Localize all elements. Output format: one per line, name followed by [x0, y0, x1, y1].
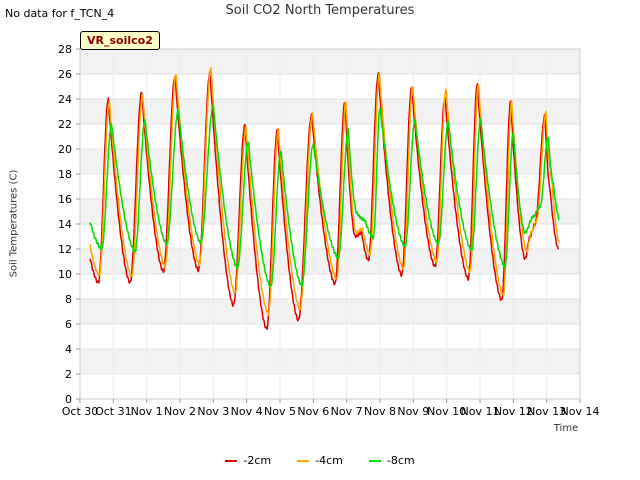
- x-tick-label: Nov 2: [164, 405, 196, 418]
- y-tick-label: 0: [65, 393, 72, 406]
- no-data-note: No data for f_TCN_4: [5, 7, 115, 20]
- legend-swatch-2cm: [225, 459, 238, 462]
- x-tick-label: Nov 13: [527, 405, 566, 418]
- plot-band: [80, 199, 580, 224]
- x-tick-label: Nov 5: [264, 405, 296, 418]
- plot-band: [80, 349, 580, 374]
- x-tick-label: Oct 30: [62, 405, 99, 418]
- plot-bands: [80, 49, 580, 374]
- x-tick-label: Nov 14: [561, 405, 600, 418]
- y-tick-label: 12: [58, 243, 72, 256]
- y-tick-label: 18: [58, 168, 72, 181]
- plot-band: [80, 299, 580, 324]
- x-tick-label: Nov 8: [364, 405, 396, 418]
- x-tick-label: Nov 4: [231, 405, 263, 418]
- y-tick-label: 2: [65, 368, 72, 381]
- x-tick-label: Nov 3: [197, 405, 229, 418]
- grid-lines: [79, 48, 581, 400]
- x-tick-label: Nov 12: [494, 405, 533, 418]
- plot-band: [80, 99, 580, 124]
- y-tick-label: 8: [65, 293, 72, 306]
- legend-label-8cm: -8cm: [386, 454, 415, 467]
- series-line-minus2cm: [89, 70, 560, 330]
- plot-band: [80, 149, 580, 174]
- x-axis-label: Time: [553, 423, 579, 434]
- legend-item-8cm: -8cm: [368, 454, 415, 467]
- y-tick-label: 20: [58, 143, 72, 156]
- y-tick-label: 26: [58, 68, 72, 81]
- legend-swatch-4cm: [297, 459, 310, 462]
- y-axis-label: Soil Temperatures (C): [8, 169, 20, 278]
- x-tick-label: Nov 10: [427, 405, 466, 418]
- y-tick-label: 28: [58, 43, 72, 56]
- legend-item-2cm: -2cm: [225, 454, 271, 467]
- x-tick-label: Nov 9: [397, 405, 429, 418]
- legend: -2cm -4cm -8cm: [0, 454, 640, 467]
- plot-band: [80, 49, 580, 74]
- x-tick-label: Nov 6: [297, 405, 329, 418]
- y-tick-label: 6: [65, 318, 72, 331]
- legend-label-2cm: -2cm: [243, 454, 272, 467]
- x-tick-label: Nov 7: [331, 405, 363, 418]
- y-tick-label: 22: [58, 118, 72, 131]
- site-badge: VR_soilco2: [80, 31, 160, 50]
- series-line-minus8cm: [89, 104, 560, 288]
- chart-title: Soil CO2 North Temperatures: [225, 3, 415, 18]
- x-tick-label: Nov 1: [131, 405, 163, 418]
- legend-item-4cm: -4cm: [297, 454, 343, 467]
- x-tick-label: Nov 11: [461, 405, 500, 418]
- y-tick-label: 24: [58, 93, 72, 106]
- series-lines: [89, 67, 561, 330]
- y-tick-label: 14: [58, 218, 72, 231]
- y-tick-label: 10: [58, 268, 72, 281]
- legend-swatch-8cm: [368, 459, 381, 462]
- y-tick-label: 16: [58, 193, 72, 206]
- legend-label-4cm: -4cm: [315, 454, 343, 467]
- x-tick-label: Oct 31: [95, 405, 132, 418]
- y-tick-label: 4: [65, 343, 72, 356]
